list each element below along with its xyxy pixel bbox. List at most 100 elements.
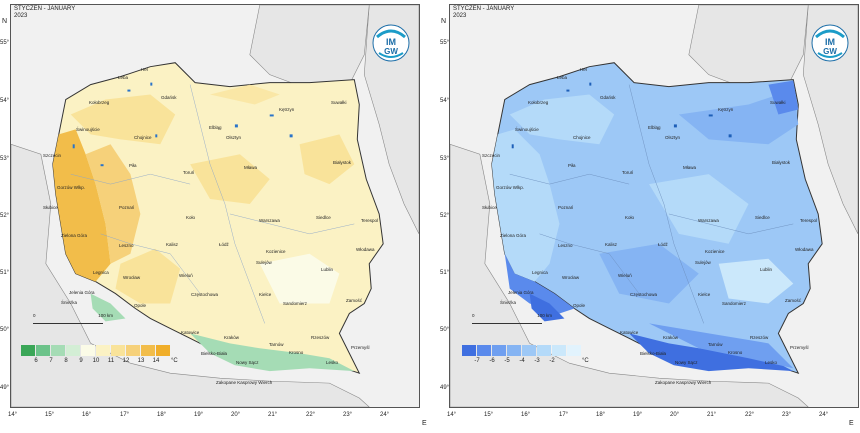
city-label: Poznań <box>558 205 574 210</box>
city-label: Kalisz <box>605 242 618 247</box>
city-label: Piła <box>568 163 576 168</box>
city-label: Elbląg <box>648 125 661 130</box>
map-title-right: STYCZEŃ - JANUARY 2023 <box>453 6 515 19</box>
lon-label: 14° <box>447 412 457 418</box>
lon-label: 14° <box>8 412 18 418</box>
map-panel-january-right: STYCZEŃ - JANUARY 2023 IM GW -7 -6 -5 -4… <box>449 4 859 408</box>
city-label: Kraków <box>663 335 679 340</box>
city-label: Elbląg <box>209 125 222 130</box>
city-label: Gdańsk <box>161 95 177 100</box>
city-label: Zakopane Kasprowy Wierch <box>655 380 712 385</box>
lon-label: 21° <box>268 412 278 418</box>
city-label: Włodawa <box>356 247 375 252</box>
city-label: Łódź <box>219 242 229 247</box>
north-label-left: N <box>2 18 8 25</box>
city-label: Opole <box>134 303 147 308</box>
lon-label: 15° <box>45 412 55 418</box>
city-label: Opole <box>573 303 586 308</box>
svg-text:GW: GW <box>384 47 398 56</box>
city-label: Szczecin <box>43 153 62 158</box>
city-label: Słubice <box>482 205 497 210</box>
city-label: Białystok <box>333 160 352 165</box>
city-label: Olsztyn <box>665 135 681 140</box>
lon-label: 20° <box>670 412 680 418</box>
city-label: Łeba <box>118 75 129 80</box>
city-label: Koło <box>186 215 196 220</box>
city-label: Tarnów <box>708 342 723 347</box>
svg-text:GW: GW <box>823 47 837 56</box>
city-label: Białystok <box>772 160 791 165</box>
city-label: Tarnów <box>269 342 284 347</box>
city-label: Gorzów Wlkp. <box>496 185 525 190</box>
city-label: Olsztyn <box>226 135 242 140</box>
city-label: Toruń <box>183 170 195 175</box>
lat-label: 49° <box>0 385 10 391</box>
imgw-logo-icon: IM GW <box>811 24 849 62</box>
city-label: Kołobrzeg <box>89 100 110 105</box>
city-label: Leszno <box>119 243 134 248</box>
svg-text:IM: IM <box>825 37 835 47</box>
city-label: Wrocław <box>123 275 141 280</box>
city-label: Lublin <box>760 267 773 272</box>
city-label: Warszawa <box>259 218 280 223</box>
city-label: Zamość <box>785 298 802 303</box>
lat-label: 55° <box>0 40 10 46</box>
city-label: Piła <box>129 163 137 168</box>
city-label: Jelenia Góra <box>69 290 95 295</box>
lon-label: 18° <box>596 412 606 418</box>
city-label: Sandomierz <box>283 301 308 306</box>
lon-label: 21° <box>707 412 717 418</box>
lon-label: 16° <box>82 412 92 418</box>
lon-label: 18° <box>157 412 167 418</box>
city-label: Toruń <box>622 170 634 175</box>
lon-label: 23° <box>343 412 353 418</box>
city-label: Chojnice <box>573 135 591 140</box>
city-label: Rzeszów <box>750 335 769 340</box>
city-label: Nowy Sącz <box>675 360 698 365</box>
city-label: Włodawa <box>795 247 814 252</box>
city-label: Lesko <box>326 360 339 365</box>
lon-label: 24° <box>380 412 390 418</box>
city-label: Częstochowa <box>630 292 658 297</box>
city-label: Leszno <box>558 243 573 248</box>
city-label: Warszawa <box>698 218 719 223</box>
lat-label: 53° <box>0 156 10 162</box>
city-label: Legnica <box>93 270 109 275</box>
city-label: Sandomierz <box>722 301 747 306</box>
city-label: Sulejów <box>256 260 272 265</box>
temperature-legend-left: 6 7 8 9 10 11 12 13 14 °C <box>21 345 191 365</box>
lat-label: 50° <box>440 327 450 333</box>
city-label: Lesko <box>765 360 778 365</box>
city-label: Świnoujście <box>76 127 100 132</box>
city-label: Hel <box>580 67 587 72</box>
lon-label: 20° <box>231 412 241 418</box>
lat-label: 53° <box>440 156 450 162</box>
city-label: Kołobrzeg <box>528 100 549 105</box>
lat-label: 51° <box>0 270 10 276</box>
lon-label: 19° <box>633 412 643 418</box>
city-label: Słubice <box>43 205 58 210</box>
city-label: Łeba <box>557 75 568 80</box>
city-label: Nowy Sącz <box>236 360 259 365</box>
map-title-left: STYCZEŃ - JANUARY 2023 <box>14 6 76 19</box>
city-label: Gdańsk <box>600 95 616 100</box>
city-label: Wieluń <box>618 273 632 278</box>
city-label: Katowice <box>181 330 200 335</box>
north-label-right: N <box>441 18 447 25</box>
city-label: Kozienice <box>705 249 725 254</box>
lat-label: 54° <box>440 98 450 104</box>
city-label: Przemyśl <box>790 345 809 350</box>
temperature-map-left <box>11 5 419 407</box>
temperature-legend-right: -7 -6 -5 -4 -3 -2 °C <box>462 345 632 365</box>
city-label: Krosno <box>728 350 743 355</box>
city-label: Mława <box>683 165 697 170</box>
lon-label: 24° <box>819 412 829 418</box>
lon-label: 22° <box>306 412 316 418</box>
lon-label: 23° <box>782 412 792 418</box>
city-label: Sulejów <box>695 260 711 265</box>
city-label: Rzeszów <box>311 335 330 340</box>
lat-label: 55° <box>440 40 450 46</box>
city-label: Szczecin <box>482 153 501 158</box>
city-label: Kętrzyn <box>718 107 734 112</box>
scale-bar-right: 0 100 km <box>472 313 552 324</box>
